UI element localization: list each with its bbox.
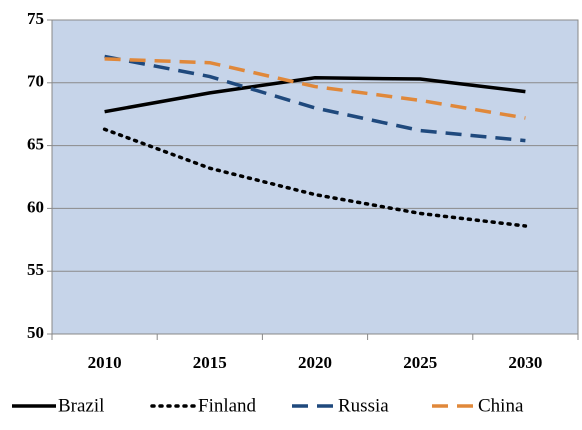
legend-label: China [478,395,524,416]
y-tick-label: 50 [27,323,44,342]
series-line [102,127,528,228]
x-tick-label: 2025 [403,353,437,372]
plot-area [51,19,579,335]
y-tick-label: 65 [27,135,44,154]
y-tick-label: 75 [27,9,44,28]
y-tick-label: 70 [27,72,44,91]
legend-label: Finland [198,395,257,416]
series-line [104,76,526,114]
y-tick-label: 55 [27,260,44,279]
x-tick-label: 2015 [193,353,227,372]
series-line [104,54,526,143]
y-tick-label: 60 [27,197,44,216]
legend-label: Brazil [58,395,104,416]
legend-label: Russia [338,395,389,416]
x-tick-label: 2030 [508,353,542,372]
series-line [104,57,526,120]
x-tick-label: 2020 [298,353,332,372]
x-tick-label: 2010 [88,353,122,372]
